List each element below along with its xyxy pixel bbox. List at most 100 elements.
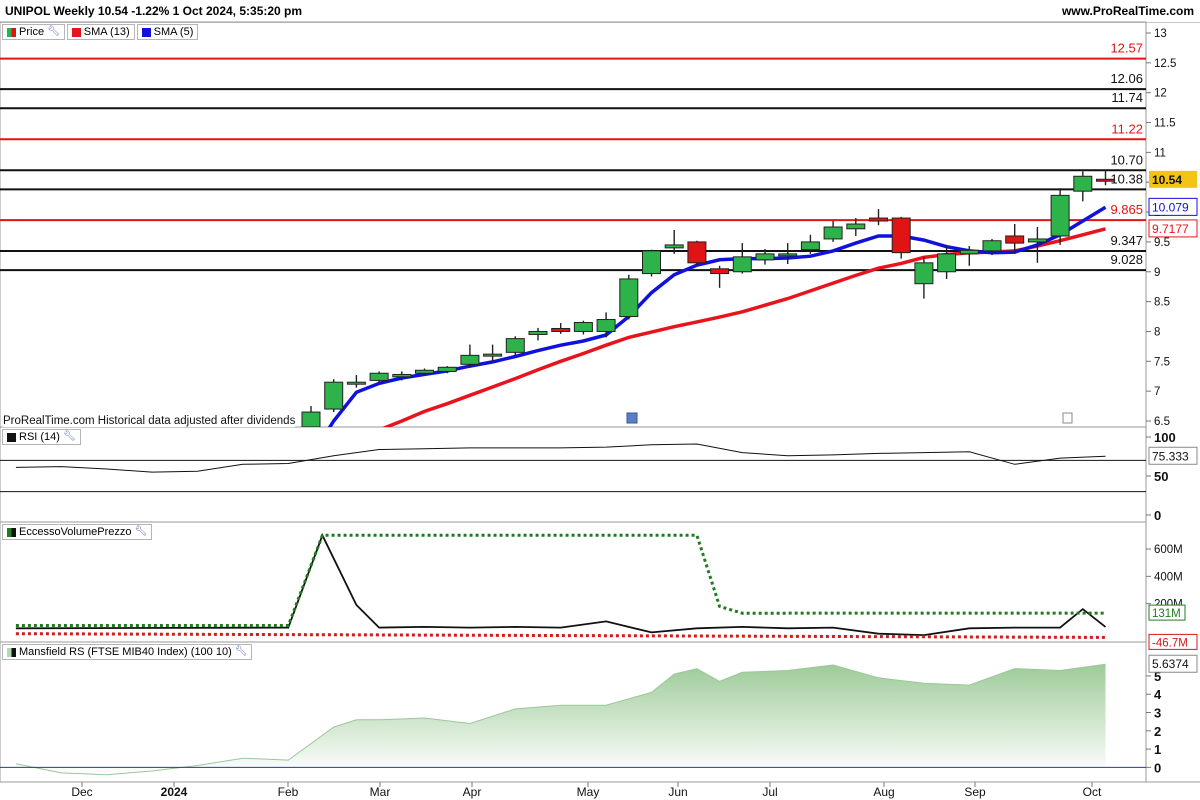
mansfield-line <box>15 663 1106 776</box>
price-y-tick-label: 9 <box>1154 267 1160 279</box>
legend-mansfield-label: Mansfield RS (FTSE MIB40 Index) (100 10) <box>19 646 232 658</box>
mansfield-y-tick-label: 5 <box>1154 669 1161 684</box>
x-tick-label: Oct <box>1083 785 1102 799</box>
rsi-last-bg <box>1148 446 1198 465</box>
rsi-last-value: 75.333 <box>1152 449 1189 463</box>
x-tick-label: May <box>577 785 600 799</box>
info-icon <box>1062 412 1073 424</box>
candle-body <box>369 372 389 381</box>
rsi-y-tick-label: 0 <box>1154 508 1161 523</box>
price-y-tick-label: 12.5 <box>1154 58 1176 70</box>
rsi-legend: RSI (14) 🔧︎ <box>2 429 81 445</box>
wrench-icon[interactable]: 🔧︎ <box>62 431 76 442</box>
candle-body <box>346 381 366 385</box>
price-y-tick-label: 11.5 <box>1154 118 1176 130</box>
sma13-line <box>381 227 1106 427</box>
last-sma5-tag: 10.079 <box>1152 200 1189 214</box>
candle-body <box>687 241 707 264</box>
level-label: 10.38 <box>1110 171 1143 186</box>
calendar-icon <box>626 412 638 424</box>
chart-title: UNIPOL Weekly 10.54 -1.22% 1 Oct 2024, 5… <box>5 4 303 18</box>
last-price-tag: 10.54 <box>1152 173 1182 187</box>
level-label: 9.865 <box>1110 202 1143 217</box>
last-sma13-tag-bg <box>1148 219 1198 238</box>
legend-rsi[interactable]: RSI (14) 🔧︎ <box>2 429 81 445</box>
legend-sma13[interactable]: SMA (13) <box>66 24 135 40</box>
attribution-note: ProRealTime.com Historical data adjusted… <box>3 415 296 427</box>
price-y-tick-label: 7.5 <box>1154 356 1170 368</box>
level-label: 10.70 <box>1110 152 1143 167</box>
candle-body <box>914 262 934 285</box>
x-tick-label: Feb <box>278 785 299 799</box>
candle-body <box>891 217 911 254</box>
candle-body <box>1005 235 1025 244</box>
rsi-y-tick-label: 50 <box>1154 469 1168 484</box>
legend-price[interactable]: Price 🔧︎ <box>2 24 65 40</box>
candle-body <box>1027 238 1047 243</box>
candle-body <box>460 354 480 365</box>
sma13-swatch <box>71 27 81 37</box>
last-sma13-tag: 9.7177 <box>1152 222 1189 236</box>
mansfield-legend: Mansfield RS (FTSE MIB40 Index) (100 10)… <box>2 644 253 660</box>
candle-body <box>1096 178 1115 182</box>
legend-evp-label: EccessoVolumePrezzo <box>19 526 132 538</box>
candle-body <box>619 278 639 318</box>
legend-price-label: Price <box>19 26 45 38</box>
evp-line-dotted-green <box>15 533 1106 627</box>
candle-body <box>573 322 593 332</box>
last-sma5-tag-bg <box>1148 197 1198 216</box>
candle-body <box>596 319 616 332</box>
candle-body <box>1050 194 1070 237</box>
mansfield-y-tick-label: 4 <box>1154 687 1162 702</box>
evp-last-red: -46.7M <box>1152 637 1188 649</box>
candle-body <box>483 353 503 357</box>
mansfield-last-bg <box>1148 654 1198 673</box>
evp-legend: EccessoVolumePrezzo 🔧︎ <box>2 524 153 540</box>
evp-last-green: 131M <box>1152 608 1181 620</box>
price-swatch <box>7 27 16 37</box>
legend-mansfield[interactable]: Mansfield RS (FTSE MIB40 Index) (100 10)… <box>2 644 253 660</box>
level-label: 12.06 <box>1110 71 1143 86</box>
candle-body <box>437 366 457 372</box>
mansfield-y-tick-label: 2 <box>1154 724 1161 739</box>
legend-evp[interactable]: EccessoVolumePrezzo 🔧︎ <box>2 524 153 540</box>
candle-body <box>1073 175 1093 192</box>
price-y-tick-label: 8.5 <box>1154 297 1170 309</box>
level-label: 9.028 <box>1110 252 1143 267</box>
panel-frame-0 <box>0 21 1147 428</box>
price-series-group <box>301 170 1115 427</box>
candle-body <box>846 223 866 230</box>
candle-body <box>528 330 548 335</box>
wrench-icon[interactable]: 🔧︎ <box>47 26 60 37</box>
x-tick-label: Jun <box>668 785 687 799</box>
price-legend: Price 🔧︎ SMA (13) SMA (5) <box>2 24 199 40</box>
candle-body <box>823 226 843 240</box>
legend-sma5[interactable]: SMA (5) <box>136 24 199 40</box>
level-label: 12.57 <box>1110 41 1143 56</box>
wrench-icon[interactable]: 🔧︎ <box>234 646 248 657</box>
sma5-swatch <box>141 27 151 37</box>
evp-last-red-bg <box>1148 633 1198 650</box>
mansfield-area <box>15 664 1106 775</box>
candle-body <box>551 327 571 332</box>
wrench-icon[interactable]: 🔧︎ <box>134 526 148 537</box>
x-tick-label: Dec <box>71 785 92 799</box>
x-tick-label: Jul <box>762 785 777 799</box>
rsi-line <box>15 443 1106 473</box>
candle-body <box>710 268 730 275</box>
candle-body <box>800 241 820 251</box>
mansfield-y-tick-label: 3 <box>1154 706 1161 721</box>
price-y-tick-label: 12 <box>1154 88 1167 100</box>
x-tick-label: Sep <box>964 785 986 799</box>
evp-line-dotted-red <box>15 632 1106 639</box>
candle-body <box>301 411 321 427</box>
x-tick-label: Aug <box>873 785 894 799</box>
x-tick-label: Apr <box>463 785 482 799</box>
candle-body <box>642 250 661 275</box>
candle-body <box>982 240 1002 252</box>
level-label: 11.22 <box>1111 121 1143 136</box>
evp-line-solid <box>15 533 1107 637</box>
legend-sma13-label: SMA (13) <box>83 26 130 38</box>
mansfield-last-value: 5.6374 <box>1152 657 1189 671</box>
